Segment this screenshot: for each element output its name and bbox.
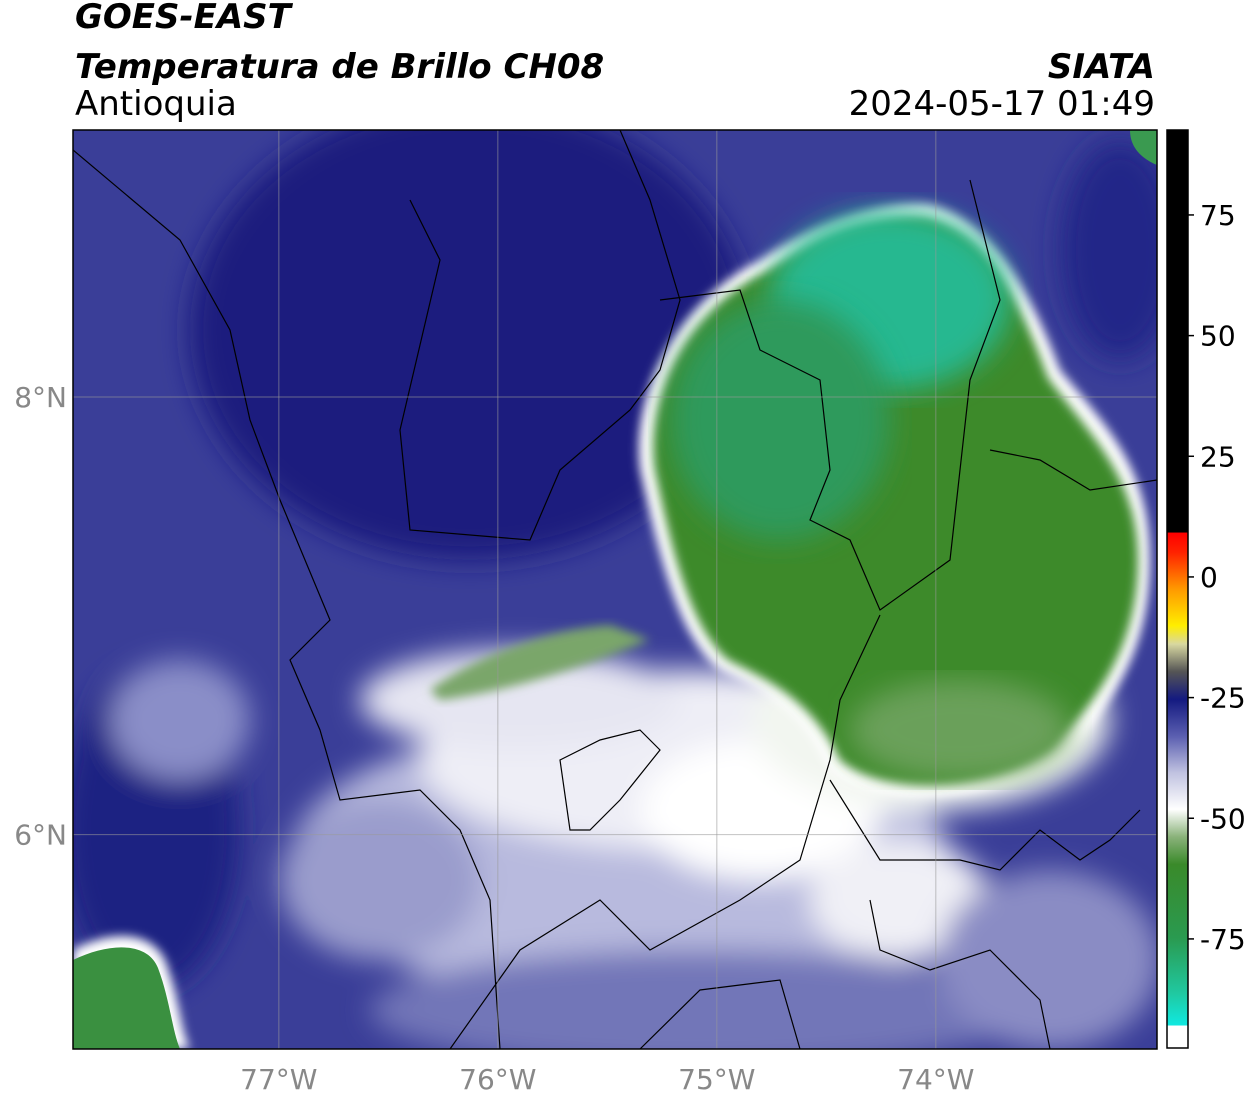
colorbar-tick-label: 50 xyxy=(1200,320,1236,353)
y-tick-label: 8°N xyxy=(14,381,67,414)
source: SIATA xyxy=(1048,47,1155,87)
datetime: 2024-05-17 01:49 xyxy=(849,84,1155,124)
satellite: GOES-EAST xyxy=(75,0,294,37)
colorbar-tick-label: -75 xyxy=(1200,923,1246,956)
region: Antioquia xyxy=(75,84,237,124)
x-tick-label: 75°W xyxy=(678,1063,755,1096)
grid xyxy=(73,130,1157,1049)
colorbar-tick-label: 0 xyxy=(1200,561,1218,594)
colorbar-tick-label: 25 xyxy=(1200,440,1236,473)
colorbar-tick-label: 75 xyxy=(1200,199,1236,232)
map-frame xyxy=(72,129,1158,1050)
product: Temperatura de Brillo CH08 xyxy=(75,47,604,87)
colorbar-tick-label: -25 xyxy=(1200,682,1246,715)
map-image xyxy=(73,130,1157,1049)
x-tick-label: 77°W xyxy=(240,1063,317,1096)
x-tick-label: 74°W xyxy=(897,1063,974,1096)
y-tick-label: 6°N xyxy=(14,819,67,852)
colorbar xyxy=(1166,129,1189,1049)
colorbar-tick-label: -50 xyxy=(1200,802,1246,835)
x-tick-label: 76°W xyxy=(459,1063,536,1096)
